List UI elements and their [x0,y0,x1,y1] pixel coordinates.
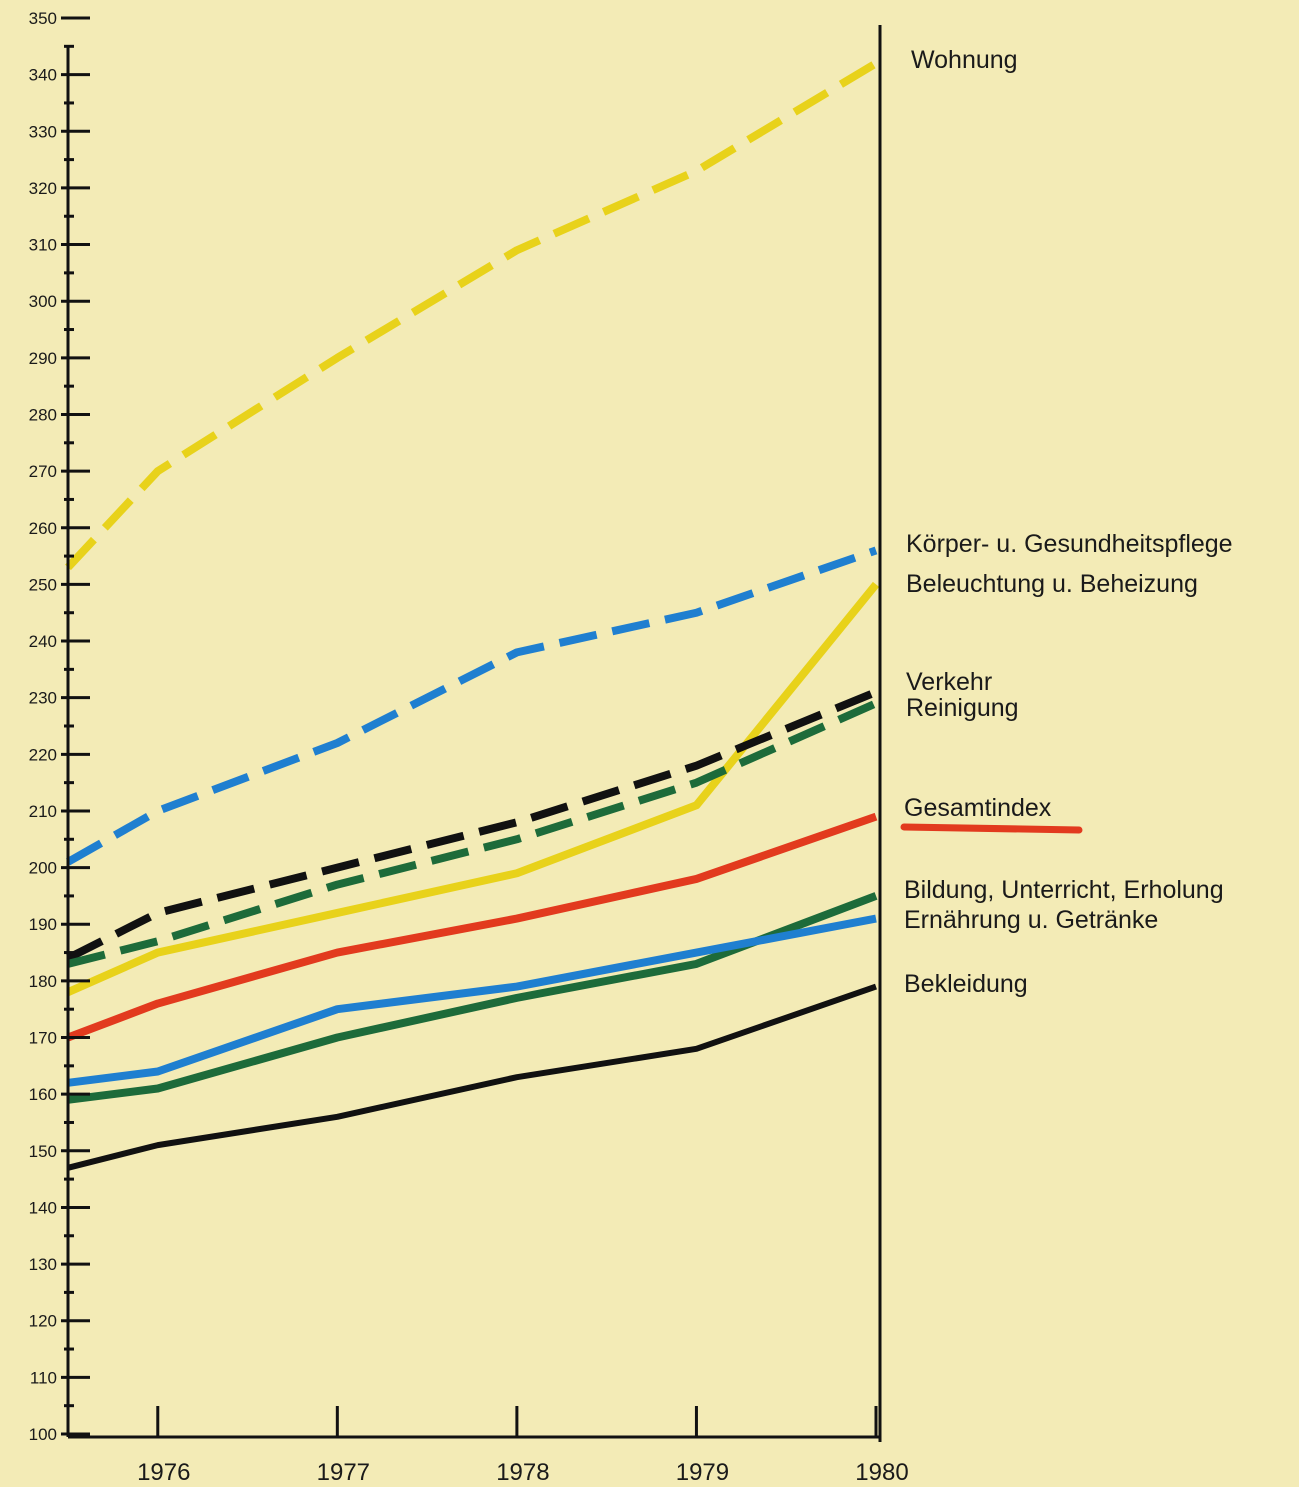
series-label-bekleidung: Bekleidung [904,970,1028,998]
y-tick-label: 350 [29,9,57,28]
x-tick-label: 1980 [855,1459,908,1486]
y-tick-label: 300 [29,292,57,311]
y-tick-label: 220 [29,745,57,764]
y-tick-label: 240 [29,632,57,651]
y-tick-label: 160 [29,1085,57,1104]
series-label-ernaehrung: Ernährung u. Getränke [904,906,1158,934]
series-label-beleuchtung: Beleuchtung u. Beheizung [906,570,1198,598]
x-ticks: 1976 1977 1978 1979 1980 [137,1406,909,1486]
series-line-3 [66,688,878,962]
series-labels: Wohnung Körper- u. Gesundheitspflege Bel… [900,46,1233,998]
y-tick-label: 100 [29,1425,57,1444]
x-tick-label: 1977 [317,1459,370,1486]
series-label-bildung: Bildung, Unterricht, Erholung [904,876,1224,904]
x-tick-label: 1976 [137,1459,190,1486]
series-line-0 [65,59,879,571]
y-tick-label: 150 [29,1142,57,1161]
series-line-2 [66,581,880,996]
y-tick-label: 200 [29,859,57,878]
y-tick-label: 290 [29,349,57,368]
y-tick-label: 310 [29,236,57,255]
series-label-koerperpflege: Körper- u. Gesundheitspflege [906,530,1233,558]
y-tick-label: 250 [29,575,57,594]
series-line-4 [67,699,878,968]
series-label-reinigung: Reinigung [906,694,1019,722]
series-label-gesamtindex: Gesamtindex [904,794,1052,822]
y-tick-label: 280 [29,405,57,424]
y-tick-label: 190 [29,915,57,934]
gesamtindex-underline [900,823,1083,834]
y-tick-label: 320 [29,179,57,198]
y-tick-label: 340 [29,66,57,85]
y-tick-label: 230 [29,689,57,708]
series-label-wohnung: Wohnung [911,46,1018,74]
y-tick-label: 110 [30,1368,57,1387]
y-tick-label: 130 [29,1255,57,1274]
y-ticks: 100 110 120 130 140 150 160 170 180 190 200 210 220 2… [29,9,90,1444]
series-line-1 [66,546,878,866]
y-tick-label: 180 [29,972,57,991]
y-tick-label: 120 [29,1312,57,1331]
series-layer [65,59,880,1171]
y-tick-label: 330 [29,122,57,141]
series-label-verkehr: Verkehr [906,668,992,696]
series-line-6 [67,892,878,1104]
y-tick-label: 140 [29,1198,57,1217]
y-tick-label: 270 [29,462,57,481]
x-tick-label: 1978 [496,1459,549,1486]
series-line-8 [67,983,877,1171]
series-line-5 [66,812,878,1042]
y-tick-label: 260 [29,519,57,538]
y-tick-label: 210 [29,802,57,821]
y-tick-label: 170 [29,1029,57,1048]
series-line-7 [67,914,877,1087]
axes-layer [66,25,882,1442]
x-tick-label: 1979 [676,1459,729,1486]
